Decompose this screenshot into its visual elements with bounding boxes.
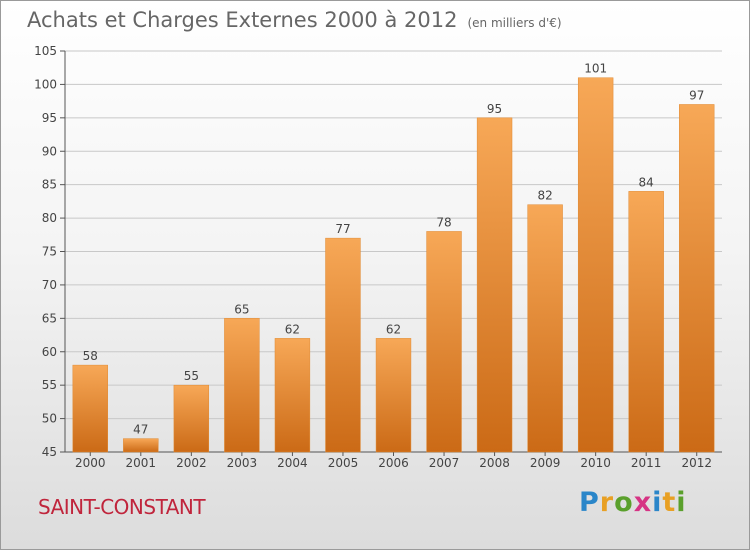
y-tick-label: 90 [42, 144, 57, 158]
x-tick-label: 2003 [227, 456, 258, 470]
y-tick-label: 100 [34, 77, 57, 91]
bar [173, 384, 210, 453]
bar-value-label: 58 [83, 349, 98, 363]
x-tick-label: 2005 [328, 456, 359, 470]
logo-letter: P [579, 487, 600, 518]
logo-letter: i [652, 487, 663, 518]
bar-value-label: 55 [184, 369, 199, 383]
y-tick-label: 75 [42, 245, 57, 259]
y-tick-label: 105 [34, 44, 57, 58]
x-tick-label: 2000 [75, 456, 106, 470]
chart-title-block: Achats et Charges Externes 2000 à 2012 (e… [27, 8, 562, 32]
y-tick-label: 70 [42, 278, 57, 292]
proxiti-logo[interactable]: Proxiti [579, 487, 687, 518]
x-tick-label: 2009 [530, 456, 561, 470]
bar [527, 204, 563, 453]
chart-unit: (en milliers d'€) [467, 16, 562, 30]
y-tick-label: 80 [42, 211, 57, 225]
y-axis-tick-labels: 45 50 55 60 65 70 75 80 85 90 95 100 105 [34, 44, 57, 459]
bar-value-label: 47 [133, 423, 148, 437]
bar-value-label: 97 [689, 88, 704, 102]
y-tick-label: 60 [42, 345, 57, 359]
bar [426, 231, 462, 453]
logo-letter: i [676, 487, 687, 518]
bar [577, 77, 614, 453]
bar [628, 191, 664, 453]
bar-value-label: 62 [386, 322, 401, 336]
bar-value-label: 82 [537, 189, 552, 203]
x-tick-label: 2006 [378, 456, 409, 470]
bar-value-label: 62 [285, 322, 300, 336]
bar-value-label: 78 [436, 215, 451, 229]
bar [224, 318, 260, 453]
bar-value-label: 95 [487, 102, 502, 116]
logo-letter: o [614, 487, 634, 518]
bar-value-label: 84 [639, 175, 654, 189]
x-tick-label: 2001 [126, 456, 157, 470]
x-tick-label: 2004 [277, 456, 308, 470]
x-tick-label: 2010 [580, 456, 611, 470]
y-tick-label: 50 [42, 412, 57, 426]
bar [274, 338, 311, 453]
bar-value-label: 101 [584, 62, 607, 76]
x-tick-label: 2002 [176, 456, 207, 470]
x-tick-label: 2011 [631, 456, 662, 470]
bar-value-labels: 58 47 55 65 62 77 62 78 95 82 101 84 97 [83, 62, 705, 437]
bars [72, 77, 715, 453]
y-tick-label: 85 [42, 178, 57, 192]
y-tick-label: 55 [42, 378, 57, 392]
location-name: SAINT-CONSTANT [38, 495, 206, 519]
x-axis-tick-labels: 2000 2001 2002 2003 2004 2005 2006 2007 2008 2009… [75, 456, 712, 470]
x-tick-label: 2012 [681, 456, 712, 470]
logo-letter: t [662, 487, 677, 518]
bar [375, 338, 412, 453]
y-tick-label: 65 [42, 311, 57, 325]
bar [325, 237, 361, 453]
logo-letter: r [599, 487, 615, 518]
bar [476, 117, 513, 453]
logo-letter: x [633, 487, 653, 518]
bar [679, 104, 715, 453]
y-tick-label: 45 [42, 445, 57, 459]
bar-value-label: 77 [335, 222, 350, 236]
x-tick-label: 2007 [429, 456, 460, 470]
x-tick-label: 2008 [479, 456, 510, 470]
bar [123, 438, 159, 453]
bar [72, 364, 108, 453]
y-tick-label: 95 [42, 111, 57, 125]
chart-title: Achats et Charges Externes 2000 à 2012 [27, 8, 458, 32]
bar-value-label: 65 [234, 302, 249, 316]
